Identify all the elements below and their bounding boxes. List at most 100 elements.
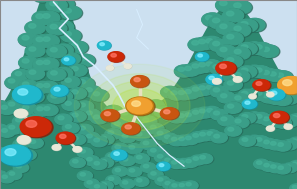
Circle shape	[113, 89, 166, 123]
Circle shape	[274, 94, 292, 105]
Circle shape	[172, 160, 177, 164]
Circle shape	[253, 136, 271, 147]
Circle shape	[69, 111, 86, 122]
Circle shape	[46, 0, 67, 12]
Circle shape	[112, 143, 129, 154]
Circle shape	[54, 67, 73, 79]
Circle shape	[62, 56, 75, 65]
Circle shape	[70, 158, 85, 168]
Circle shape	[260, 91, 278, 103]
Circle shape	[233, 77, 242, 82]
Circle shape	[289, 160, 297, 170]
Circle shape	[120, 179, 136, 189]
Circle shape	[200, 132, 206, 136]
Circle shape	[254, 159, 270, 170]
Circle shape	[46, 22, 67, 35]
Circle shape	[0, 127, 16, 138]
Circle shape	[111, 150, 128, 161]
Circle shape	[75, 54, 96, 67]
Circle shape	[54, 91, 72, 102]
Circle shape	[62, 123, 80, 134]
Circle shape	[91, 160, 107, 170]
Circle shape	[32, 11, 53, 25]
Circle shape	[38, 0, 60, 2]
Circle shape	[106, 66, 113, 70]
Circle shape	[23, 152, 29, 155]
Circle shape	[72, 90, 78, 94]
Circle shape	[168, 89, 186, 100]
Circle shape	[20, 126, 37, 137]
Circle shape	[111, 53, 116, 57]
Circle shape	[175, 88, 193, 100]
Circle shape	[0, 149, 1, 153]
Circle shape	[131, 76, 150, 88]
Circle shape	[230, 1, 252, 15]
Circle shape	[46, 0, 69, 13]
Circle shape	[253, 80, 271, 91]
Circle shape	[37, 107, 43, 111]
Circle shape	[203, 106, 221, 117]
Circle shape	[227, 11, 234, 16]
Circle shape	[218, 115, 236, 127]
Circle shape	[203, 60, 222, 72]
Circle shape	[111, 120, 129, 131]
Circle shape	[154, 106, 172, 118]
Circle shape	[19, 80, 39, 92]
Circle shape	[271, 91, 277, 95]
Circle shape	[32, 35, 53, 48]
Circle shape	[64, 32, 71, 36]
Circle shape	[105, 152, 121, 162]
Circle shape	[15, 71, 22, 76]
Circle shape	[230, 47, 250, 60]
Circle shape	[223, 9, 244, 22]
Circle shape	[231, 47, 252, 60]
Circle shape	[192, 87, 199, 91]
Circle shape	[56, 132, 76, 145]
Circle shape	[94, 185, 99, 188]
Circle shape	[89, 74, 190, 138]
Circle shape	[264, 163, 269, 167]
Circle shape	[181, 88, 200, 99]
Circle shape	[12, 116, 29, 127]
Circle shape	[44, 107, 50, 111]
Circle shape	[143, 164, 149, 168]
Circle shape	[190, 132, 206, 142]
Circle shape	[234, 49, 241, 54]
Circle shape	[122, 134, 128, 138]
Circle shape	[9, 149, 15, 152]
Circle shape	[29, 70, 36, 74]
Circle shape	[112, 143, 128, 153]
Circle shape	[164, 112, 170, 116]
Circle shape	[202, 13, 224, 27]
Circle shape	[15, 118, 22, 122]
Circle shape	[157, 108, 163, 112]
Circle shape	[232, 94, 251, 106]
Circle shape	[61, 53, 82, 66]
Circle shape	[179, 137, 184, 141]
Circle shape	[122, 158, 128, 161]
Circle shape	[26, 115, 44, 125]
Circle shape	[247, 135, 264, 146]
Circle shape	[257, 161, 262, 164]
Circle shape	[26, 120, 37, 127]
Circle shape	[248, 21, 255, 25]
Circle shape	[185, 113, 191, 117]
Circle shape	[84, 156, 99, 166]
Circle shape	[61, 6, 83, 20]
Circle shape	[0, 124, 8, 135]
Circle shape	[94, 138, 99, 142]
Circle shape	[224, 102, 242, 113]
Circle shape	[278, 143, 283, 146]
Circle shape	[2, 175, 7, 178]
Circle shape	[18, 136, 31, 145]
Circle shape	[77, 148, 94, 158]
Circle shape	[263, 117, 269, 121]
Circle shape	[154, 129, 172, 141]
Circle shape	[268, 140, 285, 151]
Circle shape	[58, 93, 64, 97]
Circle shape	[165, 181, 170, 185]
Circle shape	[147, 123, 165, 135]
Circle shape	[119, 132, 135, 143]
Circle shape	[185, 66, 191, 70]
Circle shape	[189, 108, 207, 119]
